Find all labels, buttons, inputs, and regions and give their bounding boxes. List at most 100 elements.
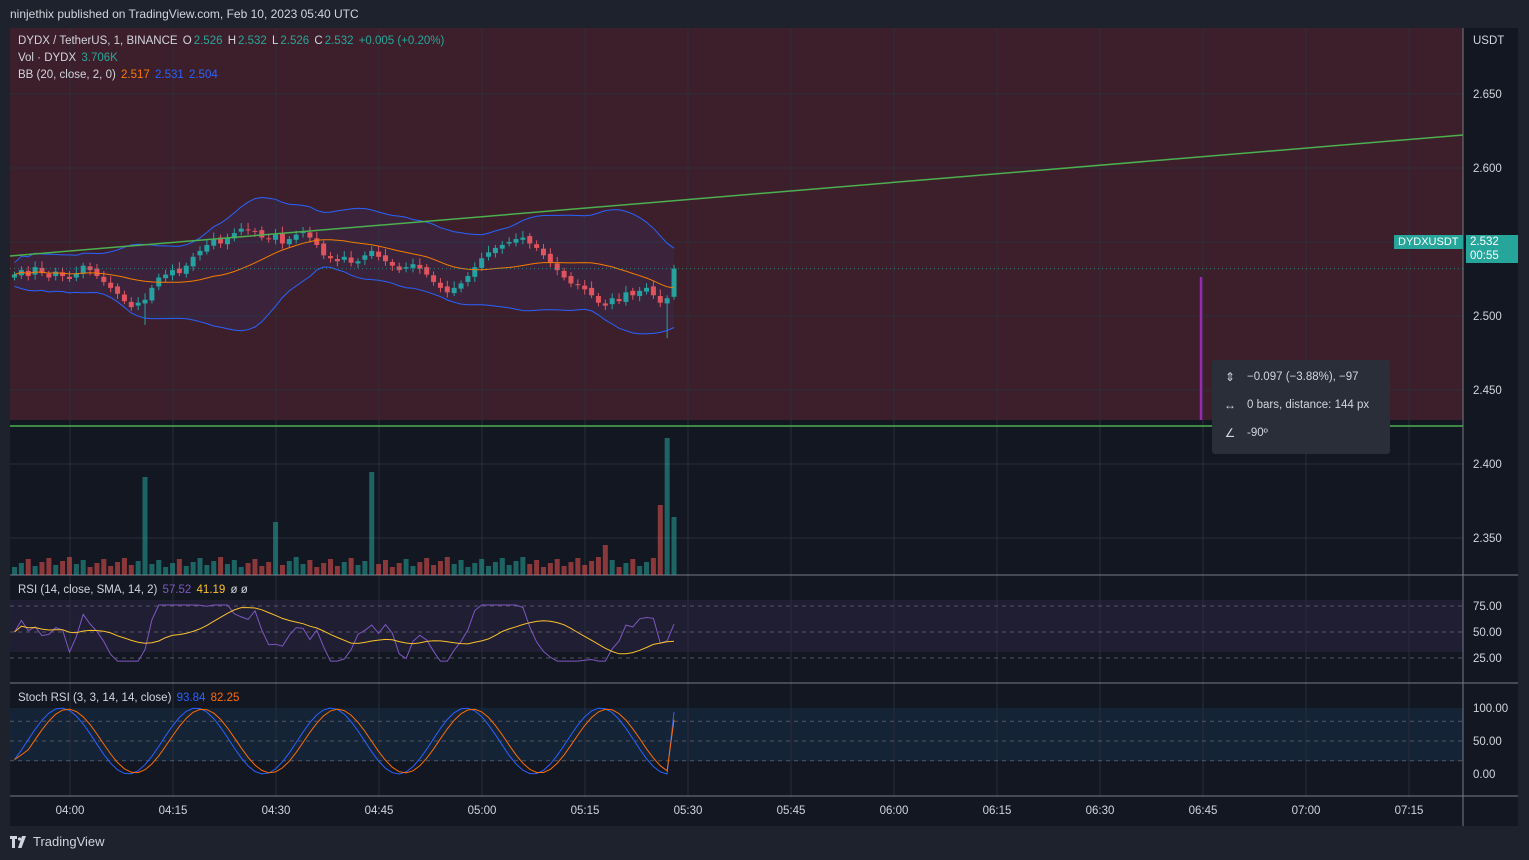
price-axis-tick: 2.600 [1473,163,1502,175]
rsi-axis-tick: 75.00 [1473,601,1502,613]
legend-rsi: RSI (14, close, SMA, 14, 2) 57.52 41.19 … [18,584,250,596]
price-axis-tick: 2.350 [1473,533,1502,545]
volume-bar [506,565,512,575]
volume-bar [424,558,430,575]
legend-open-value: 2.526 [193,35,223,47]
stoch-axis-tick: 50.00 [1473,736,1502,748]
volume-bar [499,558,505,575]
legend-stoch-label[interactable]: Stoch RSI (3, 3, 14, 14, close) [18,692,172,704]
price-axis-currency: USDT [1473,35,1504,47]
volume-bars [12,438,677,575]
volume-bar [355,565,361,575]
candle-body [94,268,100,277]
rsi-axis-tick: 25.00 [1473,653,1502,665]
volume-bar [589,561,595,575]
price-axis-tick: 2.650 [1473,89,1502,101]
legend-rsi-extra: ø ø [230,584,248,596]
candle-body [66,276,72,279]
volume-bar [314,567,320,575]
volume-bar [664,438,670,575]
volume-bar [224,564,230,575]
candle-body [520,237,526,240]
volume-bar [142,477,148,575]
volume-bar [128,565,134,575]
legend-bb: BB (20, close, 2, 0) 2.517 2.531 2.504 [18,69,220,81]
measure-bars: 0 bars, distance: 144 px [1247,399,1370,411]
candle-body [231,233,237,239]
volume-bar [630,559,636,575]
stoch-k-line [14,707,675,775]
volume-bar [479,559,485,575]
volume-bar [115,562,121,575]
volume-bar [534,560,540,575]
candle-body [60,272,66,277]
time-axis-tick: 04:45 [365,805,394,817]
volume-bar [252,559,258,575]
candle-body [121,294,127,302]
volume-bar [300,564,306,575]
candle-body [616,298,622,302]
volume-bar [382,560,388,575]
tradingview-logo[interactable]: TradingView [10,834,105,849]
legend-rsi-label[interactable]: RSI (14, close, SMA, 14, 2) [18,584,158,596]
price-range-icon: ⇕ [1224,370,1236,384]
chart-area[interactable]: USDT2.6502.6002.5502.5002.4502.4002.3500… [10,28,1518,826]
rsi-ma-line [14,607,675,655]
volume-bar [218,557,224,575]
candle-body [190,256,196,267]
candle-body [80,265,86,274]
volume-bar [190,562,196,575]
candle-body [348,257,354,263]
volume-bar [94,563,100,575]
candle-body [527,236,533,244]
candle-body [389,261,395,266]
candle-body [362,255,368,260]
time-axis-tick: 04:15 [159,805,188,817]
time-axis-tick: 07:15 [1395,805,1424,817]
legend-open-label: O [182,35,192,47]
legend-bb-label[interactable]: BB (20, close, 2, 0) [18,69,116,81]
volume-bar [650,558,656,575]
time-axis-tick: 07:00 [1292,805,1321,817]
bb-fill [14,197,674,334]
chart-svg[interactable]: USDT2.6502.6002.5502.5002.4502.4002.3500… [10,28,1518,826]
candle-body [431,275,437,282]
volume-bar [547,563,553,575]
volume-bar [245,563,251,575]
candle-body [499,244,505,249]
candle-body [273,234,279,240]
volume-bar [121,558,127,575]
time-axis-tick: 06:00 [880,805,909,817]
volume-bar [307,560,313,575]
legend-stoch-k: 93.84 [176,692,206,704]
time-axis-tick: 05:45 [777,805,806,817]
legend-volume-label[interactable]: Vol · DYDX [18,52,77,64]
volume-bar [101,559,107,575]
volume-bar [176,559,182,575]
candle-body [314,238,320,245]
legend-high-label: H [227,35,237,47]
candle-body [135,302,141,306]
volume-bar [80,560,86,575]
volume-bar [197,558,203,575]
volume-bar [73,564,79,575]
volume-bar [183,566,189,575]
legend-bb-upper: 2.531 [154,69,184,81]
bb-upper-line [14,196,675,264]
last-price-tag: 2.532 00:55 [1466,235,1518,263]
volume-bar [376,564,382,575]
volume-bar [644,562,650,575]
candle-body [149,287,155,301]
candle-body [341,256,347,260]
time-axis-tick: 04:30 [262,805,291,817]
candle-body [568,276,574,284]
stoch-axis-tick: 100.00 [1473,703,1508,715]
legend-symbol[interactable]: DYDX / TetherUS, 1, BINANCE [18,35,178,47]
legend-rsi-ma-value: 41.19 [196,584,226,596]
candle-body [32,267,38,275]
angle-icon: ∠ [1224,426,1236,440]
candle-body [163,274,169,279]
stoch-band-bg [10,708,1463,761]
time-axis-tick: 06:15 [983,805,1012,817]
volume-bar [211,561,217,575]
